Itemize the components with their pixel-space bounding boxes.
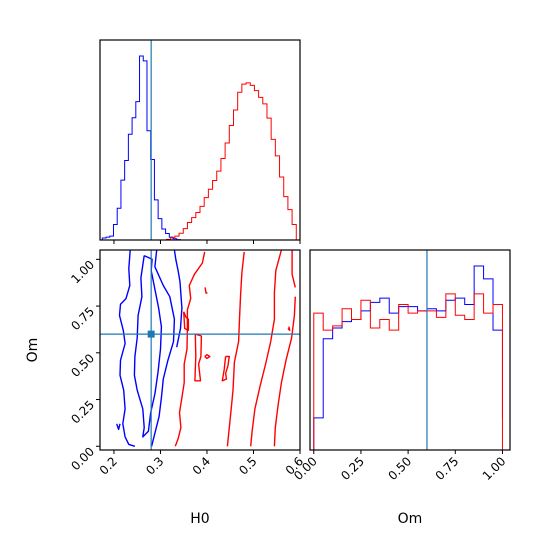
contour-series-2-line-8 — [250, 250, 283, 447]
contour-truth-marker — [147, 330, 155, 338]
om-xtick-label-5: 1.00 — [480, 454, 509, 483]
om-xtick-label-3: 0.50 — [385, 454, 414, 483]
contour-series-2-line-2 — [183, 311, 190, 332]
h0-marginal-histogram-series-2 — [166, 82, 300, 240]
contour-series-1-line-3 — [150, 250, 176, 447]
contour-ytick-label-4: 0.75 — [68, 304, 97, 333]
contour-series-2-line-5 — [204, 354, 211, 360]
contour-xtick-label-3: 0.4 — [190, 454, 213, 477]
contour-ytick-label-1: 0.00 — [68, 444, 97, 473]
contour-series-2-line-10 — [291, 250, 296, 288]
contour-series-1-line-4 — [173, 250, 183, 348]
contour-series-1-line-5 — [116, 423, 121, 431]
contour-series-1-line-2 — [133, 254, 163, 438]
contour-series-2-line-4 — [194, 333, 203, 382]
contour-ylabel: Om — [25, 338, 41, 363]
contour-xlabel: H0 — [190, 511, 209, 527]
h0-marginal-frame — [99, 39, 301, 241]
contour-ytick-label-3: 0.50 — [68, 351, 97, 380]
contour-ytick-label-2: 0.25 — [68, 398, 97, 427]
om-marginal-frame — [309, 249, 511, 451]
contour-series-2-line-1 — [174, 251, 206, 447]
om-xtick-label-4: 0.75 — [433, 454, 462, 483]
om-xlabel: Om — [398, 511, 423, 527]
contour-ytick-label-5: 1.00 — [68, 258, 97, 287]
contour-xtick-label-1: 0.2 — [97, 454, 120, 477]
contour-frame — [99, 249, 301, 451]
contour-xtick-label-4: 0.5 — [236, 454, 259, 477]
contour-series-2-line-11 — [287, 326, 291, 332]
om-marginal-histogram-series-2 — [313, 293, 503, 450]
contour-series-2-line-6 — [221, 355, 231, 382]
contour-series-2-line-7 — [226, 251, 245, 447]
contour-series-2-line-9 — [273, 296, 296, 447]
h0-marginal-histogram-series-1 — [101, 55, 181, 240]
contour-series-1-line-1 — [118, 250, 136, 447]
contour-series-2-line-3 — [204, 287, 208, 294]
om-xtick-label-2: 0.25 — [338, 454, 367, 483]
contour-xtick-label-2: 0.3 — [143, 454, 166, 477]
